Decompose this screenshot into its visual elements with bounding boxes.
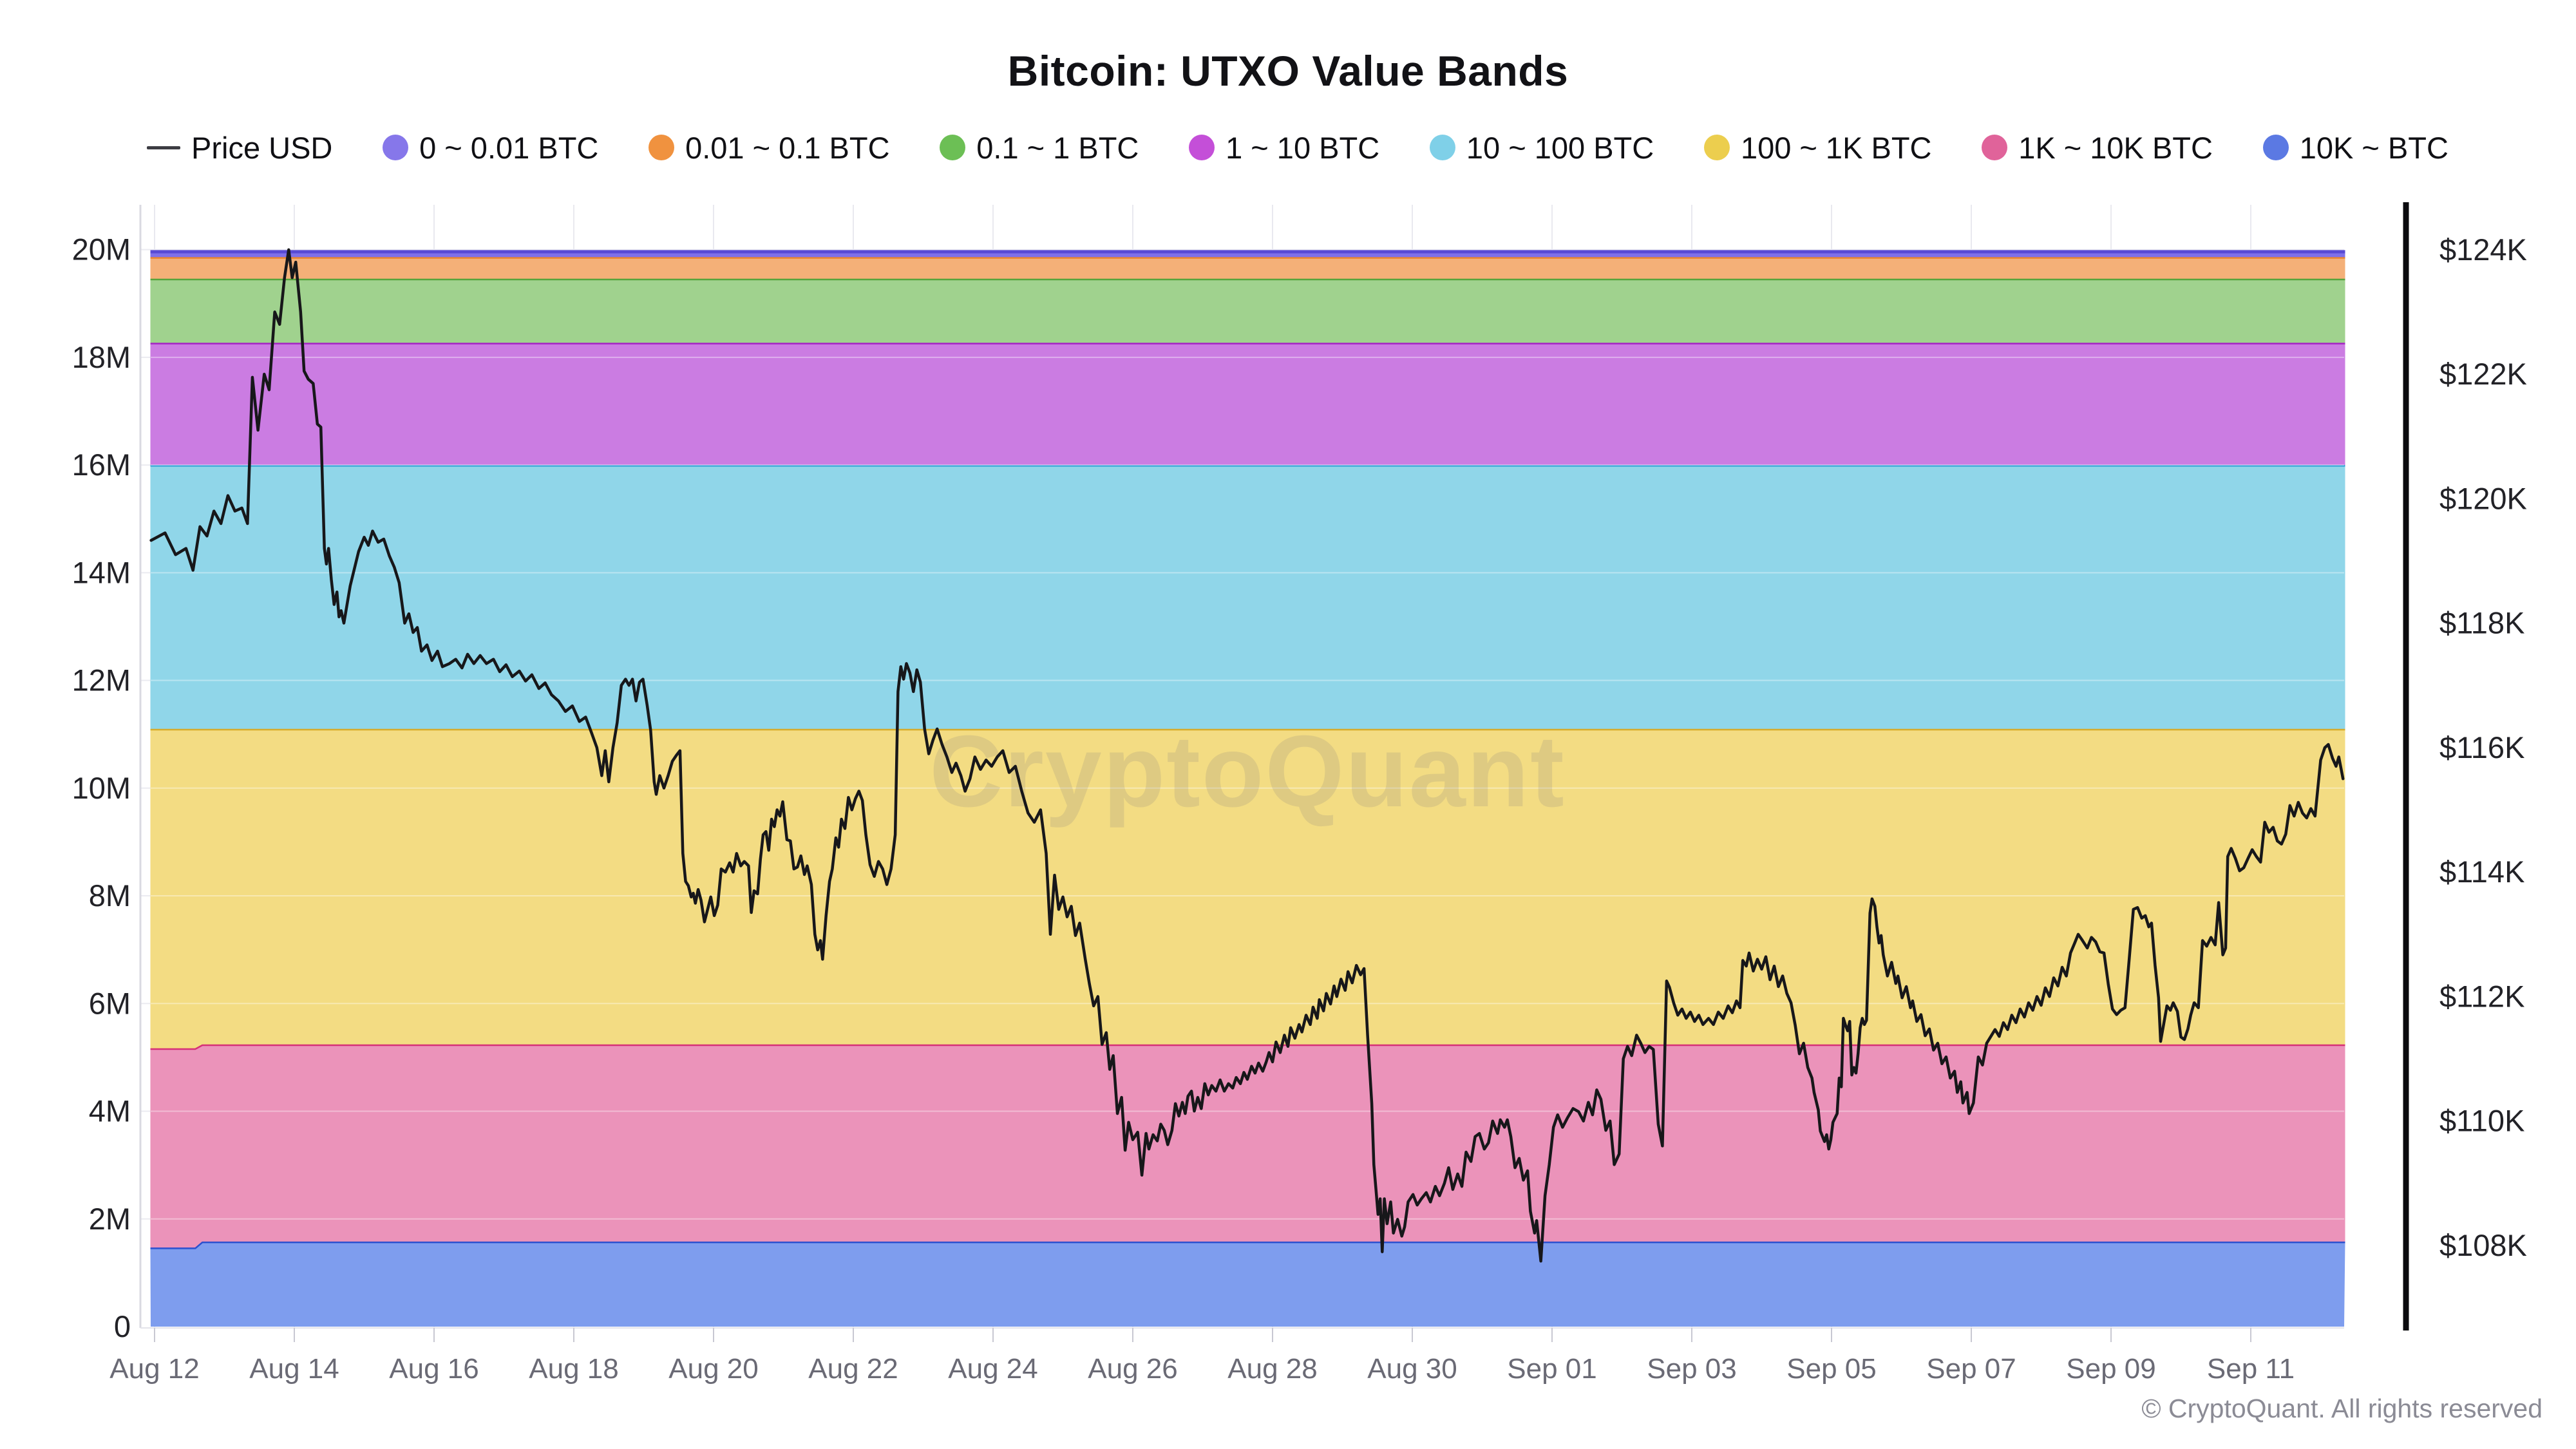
x-axis-label: Aug 24 — [948, 1353, 1037, 1385]
legend-item[interactable]: 0.1 ~ 1 BTC — [940, 130, 1139, 166]
legend-item-label: 0.1 ~ 1 BTC — [976, 130, 1139, 165]
x-axis-label: Aug 14 — [249, 1353, 339, 1385]
legend: Price USD 0 ~ 0.01 BTC 0.01 ~ 0.1 BTC 0.1 ~… — [147, 126, 2448, 169]
legend-dot-icon — [649, 135, 675, 160]
legend-item-label: 0 ~ 0.01 BTC — [419, 130, 599, 165]
right-axis-label: $112K — [2439, 979, 2524, 1013]
left-axis-label: 10M — [72, 771, 131, 805]
chart-title: Bitcoin: UTXO Value Bands — [1007, 47, 1569, 95]
right-axis-label: $124K — [2439, 232, 2527, 267]
x-axis-label: Sep 05 — [1786, 1353, 1876, 1385]
left-axis-label: 18M — [72, 340, 131, 374]
legend-item-label: 10K ~ BTC — [2299, 130, 2448, 165]
x-axis-label: Aug 12 — [109, 1353, 199, 1385]
axes — [139, 202, 2409, 1342]
legend-dot-icon — [940, 135, 966, 160]
x-axis-label: Aug 22 — [808, 1353, 898, 1385]
left-axis-label: 4M — [89, 1094, 131, 1128]
x-axis-label: Sep 11 — [2207, 1353, 2295, 1385]
left-axis-label: 6M — [89, 986, 131, 1020]
x-axis-label: Sep 09 — [2066, 1353, 2155, 1385]
right-axis-label: $122K — [2439, 357, 2527, 391]
legend-dot-icon — [1429, 135, 1455, 160]
legend-item[interactable]: 1K ~ 10K BTC — [1982, 130, 2213, 166]
left-axis-label: 14M — [72, 555, 131, 589]
watermark: CryptoQuant — [929, 715, 1566, 828]
legend-item-label: 100 ~ 1K BTC — [1740, 130, 1932, 165]
legend-item[interactable]: 0.01 ~ 0.1 BTC — [649, 130, 890, 166]
right-axis-label: $108K — [2439, 1228, 2527, 1262]
x-axis-label: Sep 03 — [1647, 1353, 1736, 1385]
legend-item[interactable]: 0 ~ 0.01 BTC — [383, 130, 598, 166]
legend-item-label: 0.01 ~ 0.1 BTC — [685, 130, 890, 165]
price-line-swatch-icon — [147, 146, 180, 149]
legend-item[interactable]: 100 ~ 1K BTC — [1703, 130, 1932, 166]
left-axis-label: 12M — [72, 663, 131, 697]
left-axis-label: 2M — [89, 1202, 131, 1236]
x-axis-label: Aug 26 — [1088, 1353, 1177, 1385]
legend-dot-icon — [1703, 135, 1730, 160]
x-axis-label: Aug 28 — [1227, 1353, 1317, 1385]
x-axis-label: Sep 01 — [1507, 1353, 1596, 1385]
x-axis-label: Aug 16 — [389, 1353, 478, 1385]
price-line — [149, 248, 2345, 1263]
left-axis-label: 16M — [72, 448, 131, 482]
left-axis-label: 0 — [114, 1309, 131, 1343]
legend-dot-icon — [1189, 135, 1215, 160]
axis-labels: 0 2M 4M 6M 8M 10M 12M 14M 16M 18M 20M $108K $110K $11… — [72, 232, 2527, 1385]
utxo-value-bands — [150, 250, 2345, 1327]
legend-item-label: Price USD — [191, 130, 333, 165]
legend-item[interactable]: 1 ~ 10 BTC — [1189, 130, 1379, 166]
legend-item-label: 1 ~ 10 BTC — [1226, 130, 1380, 165]
left-axis-label: 20M — [72, 232, 131, 267]
legend-item[interactable]: Price USD — [147, 130, 332, 166]
legend-item[interactable]: 10 ~ 100 BTC — [1429, 130, 1654, 166]
right-axis-label: $114K — [2439, 855, 2524, 889]
right-axis-label: $118K — [2439, 606, 2524, 640]
right-axis-label: $116K — [2439, 730, 2524, 764]
x-axis-label: Sep 07 — [1926, 1353, 2016, 1385]
watermark-text: CryptoQuant — [929, 715, 1566, 828]
right-axis-label: $120K — [2439, 481, 2527, 515]
legend-item-label: 10 ~ 100 BTC — [1466, 130, 1654, 165]
x-axis-label: Aug 30 — [1367, 1353, 1457, 1385]
gridline-overlay — [151, 356, 2344, 1220]
legend-dot-icon — [2262, 135, 2289, 160]
legend-dot-icon — [1982, 135, 2008, 160]
legend-item-label: 1K ~ 10K BTC — [2018, 130, 2213, 165]
x-axis-label: Aug 20 — [668, 1353, 758, 1385]
left-axis-label: 8M — [89, 878, 131, 913]
x-axis-label: Aug 18 — [529, 1353, 618, 1385]
footer-copyright: © CryptoQuant. All rights reserved — [2141, 1394, 2543, 1423]
right-axis-label: $110K — [2439, 1104, 2524, 1138]
legend-dot-icon — [383, 135, 409, 160]
legend-item[interactable]: 10K ~ BTC — [2262, 130, 2448, 166]
